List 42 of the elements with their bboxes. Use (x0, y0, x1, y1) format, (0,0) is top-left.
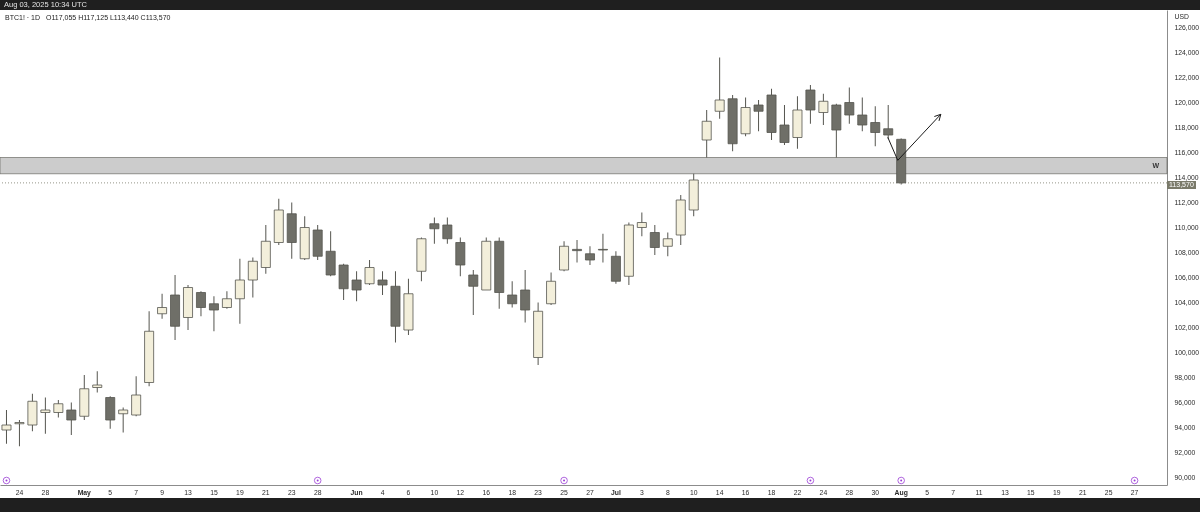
candlestick (209, 295, 219, 332)
candlestick (883, 104, 894, 140)
candlestick (818, 93, 829, 126)
candlestick (66, 402, 77, 436)
candlestick (753, 99, 764, 132)
candlestick (27, 393, 38, 432)
candlestick (805, 84, 816, 125)
candlestick (247, 257, 258, 298)
candlestick (572, 239, 582, 263)
candlestick (520, 269, 531, 323)
candlestick (40, 397, 51, 435)
candlestick (662, 232, 673, 257)
candlestick (714, 57, 725, 120)
candlestick (351, 270, 362, 302)
candlestick (636, 212, 647, 237)
candlestick (649, 224, 660, 256)
candlestick (196, 290, 206, 317)
candlestick (377, 270, 388, 296)
candlestick (598, 233, 608, 263)
candlestick (559, 240, 569, 272)
candlestick (338, 263, 349, 301)
candlestick (585, 245, 595, 266)
candlestick (546, 272, 557, 306)
candlestick (14, 419, 25, 447)
candlestick (118, 407, 129, 433)
candlestick (857, 97, 868, 132)
candlestick (779, 104, 790, 146)
candlestick (131, 375, 142, 417)
candlestick (429, 217, 440, 245)
candlestick (157, 293, 168, 320)
candlestick (442, 217, 453, 245)
candlestick (507, 280, 518, 308)
candlestick (455, 237, 466, 277)
candlestick (234, 258, 245, 325)
candlestick (325, 230, 336, 277)
candlestick (844, 87, 855, 125)
candlestick (468, 269, 479, 316)
candlestick (1, 409, 12, 445)
candlestick (364, 259, 375, 286)
candlestick (92, 370, 103, 393)
candlestick (105, 395, 116, 430)
candlestick (870, 105, 881, 147)
